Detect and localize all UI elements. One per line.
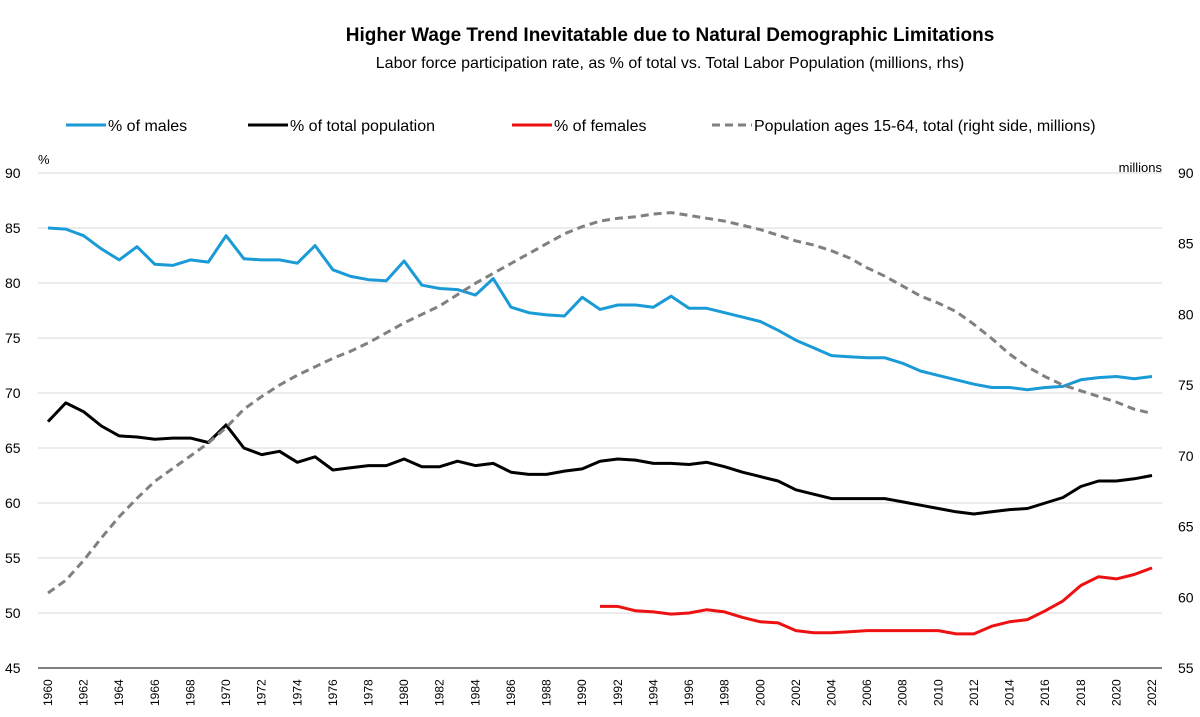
x-tick-label: 1972: [255, 679, 269, 706]
x-tick-label: 1994: [646, 679, 660, 706]
chart-title: Higher Wage Trend Inevitatable due to Na…: [346, 25, 995, 46]
y-right-axis: 55 60 65 70 75 80 85 90: [1178, 165, 1194, 676]
x-tick-label: 1982: [433, 679, 447, 706]
x-tick-label: 2006: [860, 679, 874, 706]
legend-label-3: % of females: [554, 118, 646, 135]
series-line-3: [600, 566, 1153, 636]
x-tick-label: 2004: [824, 679, 838, 706]
x-tick-label: 2014: [1003, 679, 1017, 706]
y-left-tick-label: 60: [5, 495, 21, 511]
x-tick-label: 2016: [1038, 679, 1052, 706]
y-left-tick-label: 70: [5, 385, 21, 401]
x-tick-label: 1974: [290, 679, 304, 706]
y-right-tick-label: 65: [1178, 519, 1194, 535]
series-line-2: [46, 401, 1153, 516]
series-line-4: [47, 211, 1153, 595]
y-left-unit: %: [38, 152, 50, 167]
gridlines: [38, 172, 1162, 669]
x-tick-label: 2010: [931, 679, 945, 706]
legend: % of males % of total population % of fema…: [66, 118, 1096, 135]
x-tick-label: 1998: [718, 679, 732, 706]
y-left-tick-label: 55: [5, 550, 21, 566]
x-tick-label: 1970: [219, 679, 233, 706]
x-tick-label: 1976: [326, 679, 340, 706]
y-right-tick-label: 55: [1178, 660, 1194, 676]
x-tick-label: 1966: [148, 679, 162, 706]
x-tick-label: 1984: [468, 679, 482, 706]
legend-label-4: Population ages 15-64, total (right side…: [754, 118, 1096, 135]
x-tick-label: 1996: [682, 679, 696, 706]
y-left-tick-label: 90: [5, 165, 21, 181]
y-left-tick-label: 85: [5, 220, 21, 236]
x-tick-label: 2008: [896, 679, 910, 706]
y-left-tick-label: 65: [5, 440, 21, 456]
x-tick-label: 1986: [504, 679, 518, 706]
y-left-tick-label: 75: [5, 330, 21, 346]
x-tick-label: 2000: [753, 679, 767, 706]
x-tick-label: 1988: [540, 679, 554, 706]
x-tick-label: 1992: [611, 679, 625, 706]
y-right-tick-label: 85: [1178, 236, 1194, 252]
x-tick-label: 2002: [789, 679, 803, 706]
y-right-tick-label: 90: [1178, 165, 1194, 181]
x-tick-label: 1978: [362, 679, 376, 706]
x-tick-label: 2020: [1109, 679, 1123, 706]
y-right-unit: millions: [1119, 160, 1163, 175]
legend-label-2: % of total population: [290, 118, 435, 135]
chart-subtitle: Labor force participation rate, as % of …: [376, 55, 964, 72]
x-tick-label: 1960: [41, 679, 55, 706]
y-left-tick-label: 50: [5, 605, 21, 621]
y-right-tick-label: 60: [1178, 589, 1194, 605]
y-left-tick-label: 80: [5, 275, 21, 291]
x-tick-label: 1964: [112, 679, 126, 706]
x-tick-label: 1990: [575, 679, 589, 706]
x-tick-label: 2018: [1074, 679, 1088, 706]
x-tick-label: 1962: [77, 679, 91, 706]
series-lines: [46, 211, 1153, 636]
y-right-tick-label: 70: [1178, 448, 1194, 464]
series-line-1: [47, 226, 1153, 392]
y-left-tick-label: 45: [5, 660, 21, 676]
legend-label-1: % of males: [108, 118, 187, 135]
x-tick-label: 2022: [1145, 679, 1159, 706]
y-left-axis: 45 50 55 60 65 70 75 80 85 90: [5, 165, 21, 676]
x-tick-label: 1968: [183, 679, 197, 706]
x-tick-label: 1980: [397, 679, 411, 706]
y-right-tick-label: 80: [1178, 306, 1194, 322]
y-right-tick-label: 75: [1178, 377, 1194, 393]
x-tick-label: 2012: [967, 679, 981, 706]
x-axis: 1960 1962 1964 1966 1968 1970 1972 1974 1976 1978…: [41, 679, 1159, 706]
